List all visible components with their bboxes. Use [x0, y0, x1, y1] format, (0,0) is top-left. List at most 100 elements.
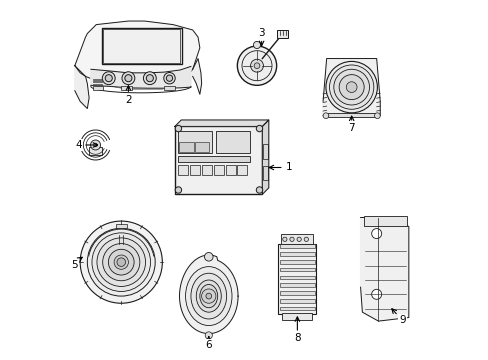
Bar [178, 165, 188, 175]
Circle shape [97, 238, 145, 287]
Ellipse shape [196, 280, 221, 312]
Circle shape [143, 72, 156, 85]
Bar [93, 78, 102, 80]
Circle shape [166, 75, 172, 81]
Bar [102, 28, 182, 64]
Bar [93, 81, 102, 82]
Circle shape [204, 252, 213, 261]
Circle shape [254, 63, 259, 68]
Polygon shape [75, 21, 200, 89]
Circle shape [102, 244, 140, 281]
Bar [89, 147, 102, 155]
Bar [279, 244, 314, 248]
Bar [279, 283, 314, 287]
Circle shape [205, 293, 211, 299]
Bar [116, 224, 126, 228]
Bar [282, 313, 312, 320]
Text: 2: 2 [125, 95, 131, 105]
Circle shape [105, 75, 112, 82]
Bar [279, 275, 314, 279]
Circle shape [256, 125, 262, 132]
Polygon shape [175, 120, 268, 126]
Bar [279, 260, 314, 264]
Circle shape [371, 289, 381, 299]
Ellipse shape [190, 273, 226, 319]
Circle shape [92, 233, 150, 292]
Bar [279, 252, 314, 256]
Bar [164, 86, 175, 90]
Bar [237, 165, 247, 175]
Circle shape [87, 228, 155, 296]
Bar [276, 30, 288, 38]
Circle shape [304, 237, 308, 242]
Bar [178, 156, 249, 162]
Circle shape [346, 82, 356, 93]
Circle shape [175, 187, 181, 193]
Circle shape [371, 229, 381, 239]
Bar [281, 234, 312, 244]
Bar [263, 144, 267, 158]
Circle shape [289, 237, 294, 242]
Circle shape [108, 249, 134, 275]
Circle shape [102, 72, 115, 85]
Circle shape [175, 125, 181, 132]
Circle shape [256, 187, 262, 193]
Bar [179, 142, 193, 152]
Circle shape [146, 75, 153, 82]
Bar [195, 142, 209, 152]
Circle shape [250, 59, 263, 72]
Circle shape [325, 62, 377, 113]
Circle shape [282, 237, 286, 242]
Circle shape [114, 255, 128, 269]
Circle shape [253, 41, 260, 49]
Bar [93, 84, 102, 85]
Ellipse shape [200, 284, 217, 308]
Bar [278, 244, 315, 314]
Circle shape [80, 221, 162, 303]
Circle shape [201, 289, 216, 303]
Circle shape [117, 258, 125, 266]
Circle shape [94, 143, 97, 147]
Bar [364, 216, 406, 226]
Bar [279, 307, 314, 310]
Circle shape [163, 72, 175, 84]
Circle shape [237, 46, 276, 85]
Bar [178, 131, 212, 153]
Circle shape [374, 113, 380, 118]
Ellipse shape [185, 267, 231, 325]
Bar [121, 86, 132, 90]
Text: 6: 6 [205, 340, 212, 350]
Polygon shape [91, 66, 190, 88]
Polygon shape [75, 66, 89, 109]
Circle shape [339, 75, 364, 100]
Circle shape [90, 140, 101, 150]
Circle shape [333, 69, 369, 105]
Text: 5: 5 [71, 260, 78, 270]
Polygon shape [262, 120, 268, 194]
Polygon shape [192, 59, 201, 94]
Bar [328, 113, 374, 117]
Text: 1: 1 [285, 162, 292, 172]
Circle shape [122, 72, 135, 85]
Text: 3: 3 [258, 28, 264, 38]
Bar [202, 165, 212, 175]
Bar [279, 299, 314, 302]
Circle shape [329, 65, 373, 109]
Polygon shape [323, 59, 380, 116]
Bar [190, 165, 200, 175]
Bar [263, 166, 267, 180]
Bar [225, 165, 235, 175]
Text: 8: 8 [293, 333, 300, 343]
Bar [279, 291, 314, 295]
Polygon shape [360, 217, 408, 321]
Text: 4: 4 [75, 140, 81, 150]
Circle shape [124, 75, 132, 82]
Polygon shape [179, 255, 238, 334]
Circle shape [296, 237, 301, 242]
Text: 7: 7 [347, 123, 354, 133]
Bar [175, 126, 262, 194]
Bar [216, 131, 249, 153]
Circle shape [205, 332, 212, 339]
Bar [103, 29, 180, 63]
Text: 9: 9 [398, 315, 405, 325]
